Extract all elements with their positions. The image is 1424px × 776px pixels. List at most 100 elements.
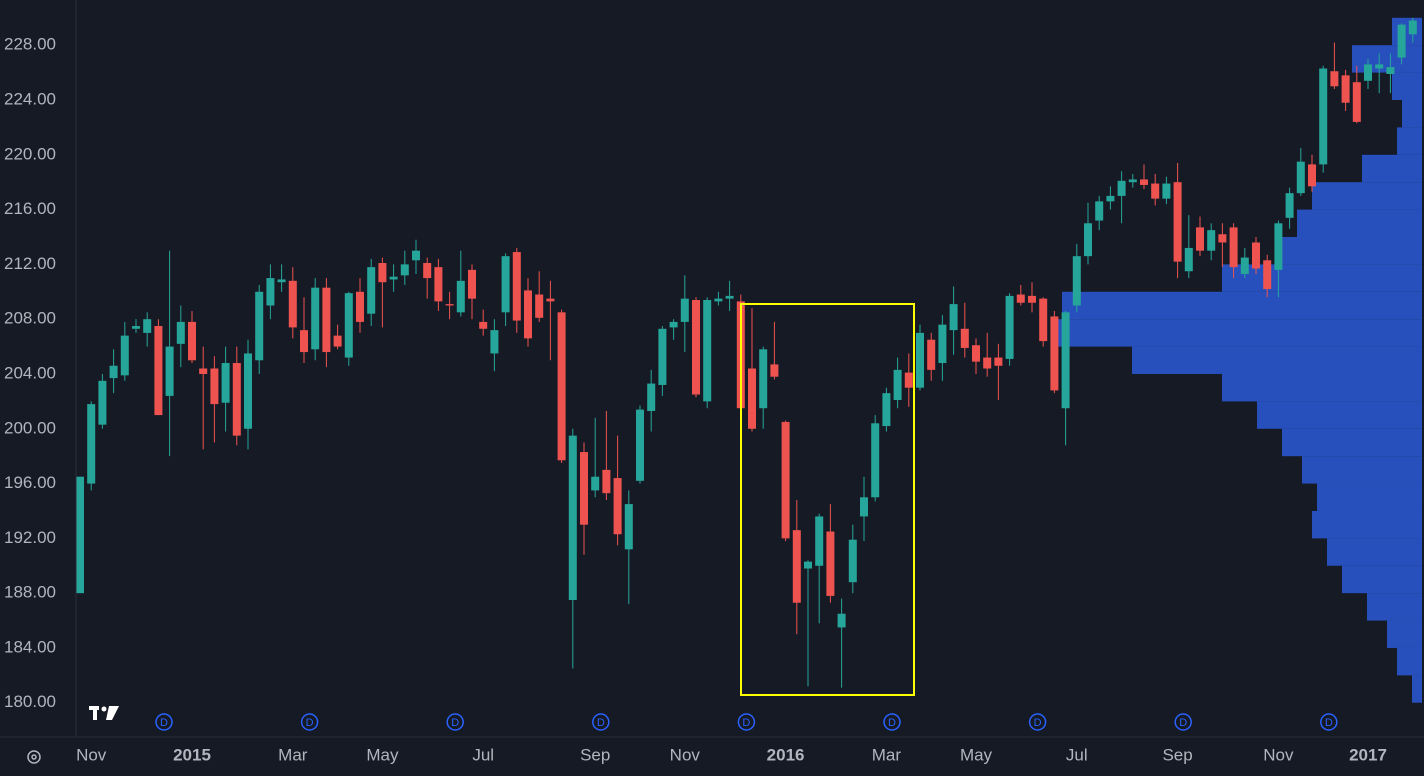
y-tick-label: 212.00 <box>4 254 56 273</box>
candle-body <box>1039 298 1048 342</box>
volume-bar <box>1317 483 1422 511</box>
candle-body <box>1263 260 1272 290</box>
volume-bar <box>1412 675 1422 703</box>
x-tick-label: May <box>960 745 993 764</box>
volume-bar <box>1392 17 1422 46</box>
candle-body <box>1240 257 1249 274</box>
candle-body <box>255 291 264 361</box>
candle-body <box>501 256 510 313</box>
candle-body <box>848 539 857 583</box>
candle-body <box>367 267 376 314</box>
volume-bar <box>1327 538 1422 566</box>
volume-bar <box>1362 154 1422 183</box>
candle-body <box>389 276 398 280</box>
candle-body <box>400 264 409 276</box>
dividend-label: D <box>597 717 605 729</box>
x-tick-label: Sep <box>580 745 610 764</box>
volume-bar <box>1397 127 1422 155</box>
volume-bar <box>1312 182 1422 210</box>
candle-body <box>871 423 880 498</box>
candle-body <box>949 304 958 331</box>
candle-body <box>266 278 275 306</box>
candle-body <box>893 369 902 401</box>
volume-bar <box>1222 264 1422 292</box>
candle-body <box>120 335 129 376</box>
candle-body <box>826 531 835 596</box>
dividend-label: D <box>306 717 314 729</box>
candle-body <box>1285 193 1294 218</box>
candle-body <box>1308 164 1316 187</box>
candle-body <box>188 321 196 361</box>
volume-bar <box>1297 209 1422 237</box>
candle-body <box>1072 256 1081 306</box>
candle-body <box>1386 67 1395 74</box>
dividend-marker <box>300 713 319 731</box>
volume-bar <box>1402 100 1422 128</box>
candle-body <box>456 280 465 313</box>
candle-body <box>1106 195 1115 202</box>
y-tick-label: 208.00 <box>4 309 56 328</box>
candle-body <box>434 267 443 302</box>
volume-bar <box>1342 565 1422 594</box>
candle-body <box>512 252 521 321</box>
candle-body <box>445 304 454 306</box>
x-tick-label: Jul <box>472 745 494 764</box>
candle-body <box>546 298 555 302</box>
candle-body <box>333 335 342 347</box>
x-tick-label: 2017 <box>1349 745 1387 764</box>
volume-bar <box>1392 72 1422 101</box>
dividend-marker <box>446 713 464 731</box>
candle-body <box>636 409 644 481</box>
candle-body <box>1016 294 1025 303</box>
x-tick-label: Mar <box>872 745 902 764</box>
candle-body <box>221 363 230 403</box>
volume-bar <box>1367 593 1422 621</box>
candle-body <box>759 349 768 409</box>
candle-body <box>1196 227 1204 251</box>
candle-body <box>770 364 779 377</box>
candle-body <box>1173 182 1182 262</box>
candle-body <box>1330 71 1339 87</box>
candle-body <box>1375 64 1384 69</box>
candle-body <box>1397 24 1406 58</box>
candle-body <box>972 345 980 362</box>
dividend-marker <box>737 713 756 731</box>
dividend-marker <box>592 713 610 731</box>
candle-body <box>960 328 969 348</box>
candle-body <box>300 330 308 353</box>
volume-bar <box>1282 236 1422 265</box>
x-tick-label: Jul <box>1066 745 1088 764</box>
candle-body <box>669 321 678 328</box>
candle-body <box>1151 183 1160 199</box>
candle-body <box>692 300 700 395</box>
candle-body <box>98 380 107 425</box>
candle-body <box>1162 183 1171 199</box>
candle-body <box>378 263 387 283</box>
y-tick-label: 228.00 <box>4 35 56 54</box>
candle-body <box>132 326 140 329</box>
candle-body <box>1274 223 1283 270</box>
logo <box>89 706 119 720</box>
candle-body <box>904 372 913 388</box>
dividend-label: D <box>1325 717 1333 729</box>
y-tick-label: 180.00 <box>4 692 56 711</box>
candles <box>76 17 1417 688</box>
candle-body <box>983 357 992 369</box>
candle-body <box>87 404 96 484</box>
candle-body <box>1252 242 1260 269</box>
y-tick-label: 216.00 <box>4 199 56 218</box>
settings-icon[interactable] <box>27 750 41 764</box>
candle-body <box>837 613 846 628</box>
candle-body <box>535 294 544 318</box>
candle-body <box>1095 201 1104 221</box>
candle-body <box>1050 316 1059 391</box>
y-tick-label: 192.00 <box>4 528 56 547</box>
x-tick-label: 2016 <box>767 745 805 764</box>
dividend-label: D <box>451 717 459 729</box>
candle-body <box>792 530 801 603</box>
dividend-marker <box>1028 713 1047 731</box>
candle-body <box>568 435 577 601</box>
candle-body <box>232 363 241 436</box>
candle-body <box>602 469 611 494</box>
